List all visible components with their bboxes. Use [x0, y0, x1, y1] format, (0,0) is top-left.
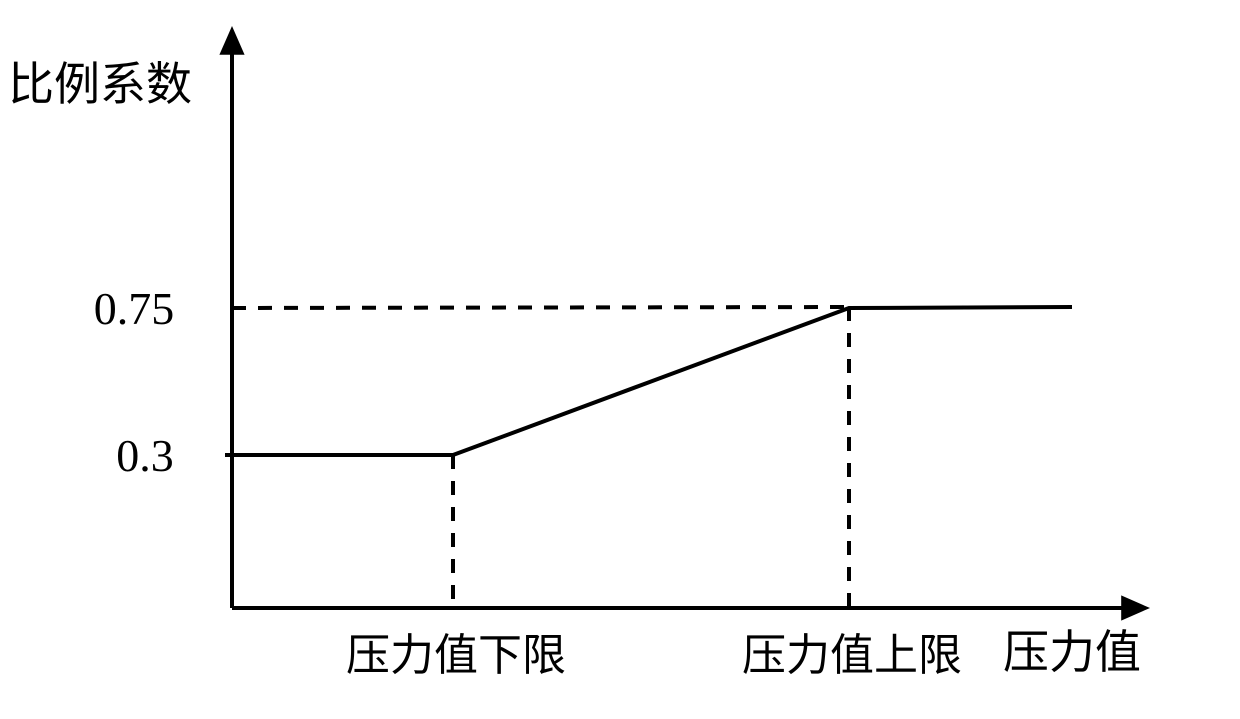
- x-tick-label: 压力值上限: [742, 631, 962, 680]
- line-chart: 比例系数压力值 0.3 0.75 压力值下限 压力值上限: [0, 0, 1240, 719]
- x-tick-label: 压力值下限: [346, 631, 566, 680]
- y-tick-label: 0.3: [116, 430, 174, 481]
- chart-container: 比例系数压力值 0.3 0.75 压力值下限 压力值上限: [0, 0, 1240, 719]
- y-axis-label: 比例系数: [8, 59, 192, 110]
- y-tick-label: 0.75: [94, 283, 175, 334]
- x-axis-label: 压力值: [1003, 627, 1141, 678]
